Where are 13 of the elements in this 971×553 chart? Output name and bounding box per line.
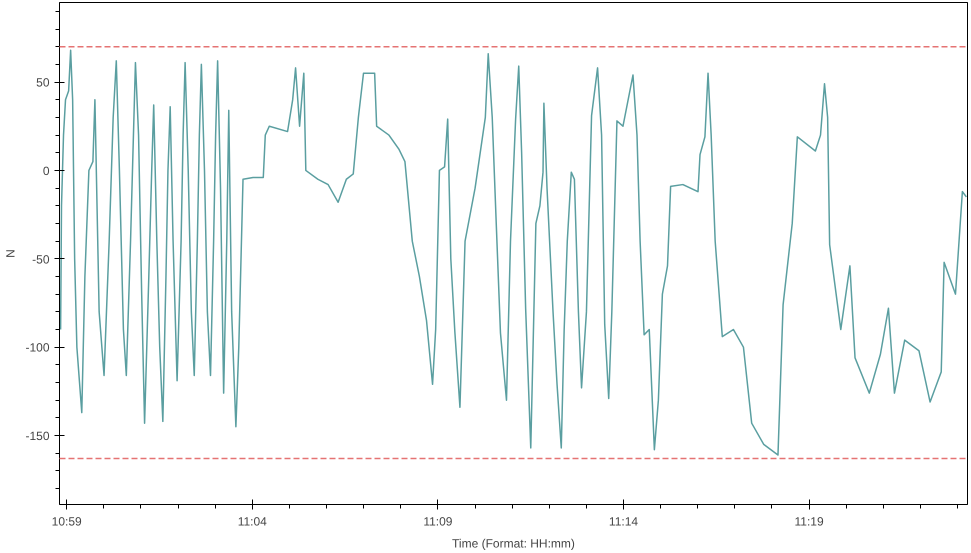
x-tick-label: 11:04 <box>238 514 268 528</box>
x-tick-label: 11:14 <box>608 514 638 528</box>
y-tick-label: -150 <box>25 429 50 444</box>
x-tick-label: 11:19 <box>794 514 824 528</box>
x-axis-title: Time (Format: HH:mm) <box>452 536 575 550</box>
y-tick-label: -50 <box>32 252 50 266</box>
y-tick-label: 0 <box>42 164 50 178</box>
y-tick-label: 50 <box>36 76 50 90</box>
y-tick-label: -100 <box>25 340 50 355</box>
line-series <box>60 49 968 456</box>
x-tick-label: 11:09 <box>423 514 453 528</box>
x-tick-label: 10:59 <box>52 514 82 528</box>
y-axis-title: N <box>3 249 18 258</box>
